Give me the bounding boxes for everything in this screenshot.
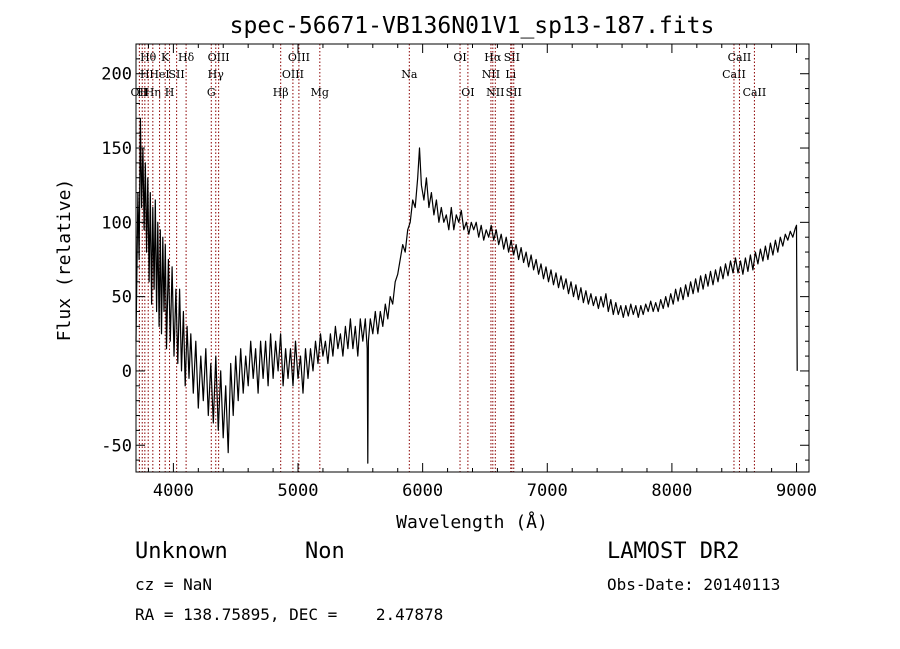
x-tick-label: 9000 — [776, 481, 817, 501]
line-marker-label: Hη — [145, 86, 161, 99]
coordinates-readout: RA = 138.75895, DEC = 2.47878 — [135, 605, 444, 624]
line-marker-label: OIII — [208, 51, 230, 64]
line-marker-label: Mg — [311, 86, 329, 99]
line-marker-label: OI — [453, 51, 466, 64]
line-marker-label: HeI — [149, 68, 169, 81]
line-marker-label: CaII — [722, 68, 746, 81]
series-line — [135, 117, 798, 464]
line-marker-label: SII — [506, 86, 522, 99]
x-axis-label: Wavelength (Å) — [396, 511, 548, 533]
line-marker-label: G — [207, 86, 216, 99]
y-tick-label: -50 — [101, 436, 132, 456]
line-marker-label: Hγ — [208, 68, 225, 81]
y-axis-label: Flux (relative) — [54, 179, 75, 342]
line-marker-label: H — [140, 68, 150, 81]
line-marker-label: Hδ — [178, 51, 195, 64]
line-marker-label: K — [161, 51, 170, 64]
x-tick-label: 8000 — [651, 481, 692, 501]
line-marker-label: Na — [401, 68, 418, 81]
redshift-readout: cz = NaN — [135, 575, 213, 594]
x-tick-label: 7000 — [527, 481, 568, 501]
y-tick-label: 150 — [101, 139, 132, 159]
line-marker-label: NII — [482, 68, 500, 81]
line-marker-label: Li — [505, 68, 516, 81]
line-marker-label: Hα — [484, 51, 502, 64]
plot-frame — [135, 43, 810, 473]
line-marker-label: OIII — [282, 68, 304, 81]
obs-date: Obs-Date: 20140113 — [607, 575, 781, 594]
x-tick-label: 4000 — [153, 481, 194, 501]
survey-name: LAMOST DR2 — [607, 539, 740, 564]
object-subclass: Non — [305, 539, 345, 564]
line-markers: OIIHHHθHηHeIKHSIIHδGHγOIIIHβOIIIOIIIMgNa… — [131, 44, 767, 472]
line-marker-label: Hθ — [140, 51, 157, 64]
line-marker-label: SII — [169, 68, 185, 81]
series-layer — [135, 117, 798, 464]
line-marker-label: H — [165, 86, 175, 99]
object-class: Unknown — [135, 539, 228, 564]
line-marker-label: CaII — [743, 86, 767, 99]
chart-title: spec-56671-VB136N01V1_sp13-187.fits — [230, 13, 715, 39]
line-marker-label: SII — [504, 51, 520, 64]
line-marker-label: OII — [131, 86, 149, 99]
line-marker-label: H — [137, 86, 147, 99]
line-marker-label: OI — [461, 86, 474, 99]
line-marker-label: Hβ — [273, 86, 289, 99]
y-tick-label: 100 — [101, 213, 132, 233]
line-marker-label: NII — [486, 86, 504, 99]
y-tick-label: 200 — [101, 65, 132, 85]
x-tick-label: 5000 — [278, 481, 319, 501]
line-marker-label: CaII — [728, 51, 752, 64]
line-marker-label: OIII — [288, 51, 310, 64]
axis-ticks: 4000 5000 6000 7000 8000 9000 -50 0 50 100 150 200 — [101, 44, 817, 501]
y-tick-label: 0 — [122, 362, 132, 382]
y-tick-label: 50 — [112, 288, 132, 308]
x-tick-label: 6000 — [402, 481, 443, 501]
spectrum-chart: spec-56671-VB136N01V1_sp13-187.fits OIIH… — [54, 13, 817, 533]
